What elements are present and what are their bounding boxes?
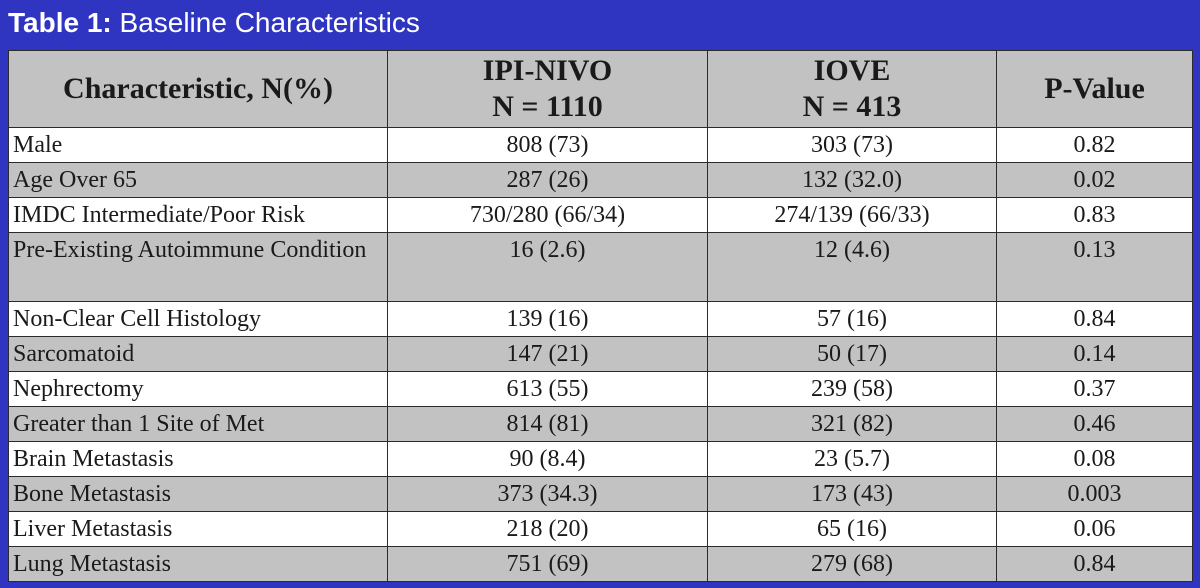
cell-p-value: 0.82 xyxy=(996,127,1193,163)
table-container: Characteristic, N(%) IPI-NIVO N = 1110 I… xyxy=(8,50,1193,582)
cell-characteristic: Liver Metastasis xyxy=(8,511,388,547)
cell-iove: 239 (58) xyxy=(707,371,997,407)
table-row: IMDC Intermediate/Poor Risk 730/280 (66/… xyxy=(8,197,1193,233)
cell-characteristic: Nephrectomy xyxy=(8,371,388,407)
header-p-value: P-Value xyxy=(996,50,1193,128)
cell-characteristic: Age Over 65 xyxy=(8,162,388,198)
cell-iove: 23 (5.7) xyxy=(707,441,997,477)
table-title: Table 1: Baseline Characteristics xyxy=(8,5,420,41)
cell-p-value: 0.08 xyxy=(996,441,1193,477)
cell-p-value: 0.83 xyxy=(996,197,1193,233)
cell-ipi-nivo: 147 (21) xyxy=(387,336,708,372)
cell-ipi-nivo: 16 (2.6) xyxy=(387,232,708,302)
header-iove: IOVE N = 413 xyxy=(707,50,997,128)
table-row: Non-Clear Cell Histology 139 (16) 57 (16… xyxy=(8,301,1193,337)
cell-p-value: 0.003 xyxy=(996,476,1193,512)
cell-ipi-nivo: 139 (16) xyxy=(387,301,708,337)
header-ipi-nivo-name: IPI-NIVO xyxy=(482,54,613,87)
cell-iove: 50 (17) xyxy=(707,336,997,372)
cell-iove: 279 (68) xyxy=(707,546,997,582)
table-row: Sarcomatoid 147 (21) 50 (17) 0.14 xyxy=(8,336,1193,372)
cell-p-value: 0.37 xyxy=(996,371,1193,407)
cell-characteristic: Bone Metastasis xyxy=(8,476,388,512)
cell-characteristic: IMDC Intermediate/Poor Risk xyxy=(8,197,388,233)
table-row: Brain Metastasis 90 (8.4) 23 (5.7) 0.08 xyxy=(8,441,1193,477)
table-caption: Baseline Characteristics xyxy=(111,7,420,38)
header-row: Characteristic, N(%) IPI-NIVO N = 1110 I… xyxy=(8,50,1193,128)
header-iove-name: IOVE xyxy=(813,54,891,87)
table-row: Lung Metastasis 751 (69) 279 (68) 0.84 xyxy=(8,546,1193,582)
table-row: Age Over 65 287 (26) 132 (32.0) 0.02 xyxy=(8,162,1193,198)
header-ipi-nivo-n: N = 1110 xyxy=(492,90,603,123)
table-row: Male 808 (73) 303 (73) 0.82 xyxy=(8,127,1193,163)
header-ipi-nivo: IPI-NIVO N = 1110 xyxy=(387,50,708,128)
cell-characteristic: Non-Clear Cell Histology xyxy=(8,301,388,337)
header-iove-n: N = 413 xyxy=(802,90,902,123)
cell-characteristic: Brain Metastasis xyxy=(8,441,388,477)
cell-ipi-nivo: 808 (73) xyxy=(387,127,708,163)
cell-iove: 321 (82) xyxy=(707,406,997,442)
table-row: Liver Metastasis 218 (20) 65 (16) 0.06 xyxy=(8,511,1193,547)
cell-ipi-nivo: 730/280 (66/34) xyxy=(387,197,708,233)
cell-characteristic: Pre-Existing Autoimmune Condition xyxy=(8,232,388,302)
cell-characteristic: Sarcomatoid xyxy=(8,336,388,372)
cell-iove: 274/139 (66/33) xyxy=(707,197,997,233)
cell-iove: 57 (16) xyxy=(707,301,997,337)
cell-characteristic: Lung Metastasis xyxy=(8,546,388,582)
baseline-characteristics-table: Characteristic, N(%) IPI-NIVO N = 1110 I… xyxy=(8,50,1193,582)
cell-ipi-nivo: 373 (34.3) xyxy=(387,476,708,512)
table-row: Greater than 1 Site of Met 814 (81) 321 … xyxy=(8,406,1193,442)
cell-p-value: 0.13 xyxy=(996,232,1193,302)
cell-p-value: 0.02 xyxy=(996,162,1193,198)
cell-ipi-nivo: 90 (8.4) xyxy=(387,441,708,477)
cell-iove: 173 (43) xyxy=(707,476,997,512)
cell-ipi-nivo: 287 (26) xyxy=(387,162,708,198)
table-row: Pre-Existing Autoimmune Condition 16 (2.… xyxy=(8,232,1193,302)
table-row: Nephrectomy 613 (55) 239 (58) 0.37 xyxy=(8,371,1193,407)
cell-characteristic: Greater than 1 Site of Met xyxy=(8,406,388,442)
cell-ipi-nivo: 814 (81) xyxy=(387,406,708,442)
cell-p-value: 0.84 xyxy=(996,301,1193,337)
table-row: Bone Metastasis 373 (34.3) 173 (43) 0.00… xyxy=(8,476,1193,512)
header-characteristic: Characteristic, N(%) xyxy=(8,50,388,128)
cell-ipi-nivo: 751 (69) xyxy=(387,546,708,582)
cell-iove: 132 (32.0) xyxy=(707,162,997,198)
cell-p-value: 0.84 xyxy=(996,546,1193,582)
cell-ipi-nivo: 218 (20) xyxy=(387,511,708,547)
cell-p-value: 0.14 xyxy=(996,336,1193,372)
cell-p-value: 0.06 xyxy=(996,511,1193,547)
cell-iove: 65 (16) xyxy=(707,511,997,547)
cell-characteristic: Male xyxy=(8,127,388,163)
cell-iove: 12 (4.6) xyxy=(707,232,997,302)
cell-ipi-nivo: 613 (55) xyxy=(387,371,708,407)
cell-p-value: 0.46 xyxy=(996,406,1193,442)
table-number: Table 1: xyxy=(8,7,112,38)
cell-iove: 303 (73) xyxy=(707,127,997,163)
